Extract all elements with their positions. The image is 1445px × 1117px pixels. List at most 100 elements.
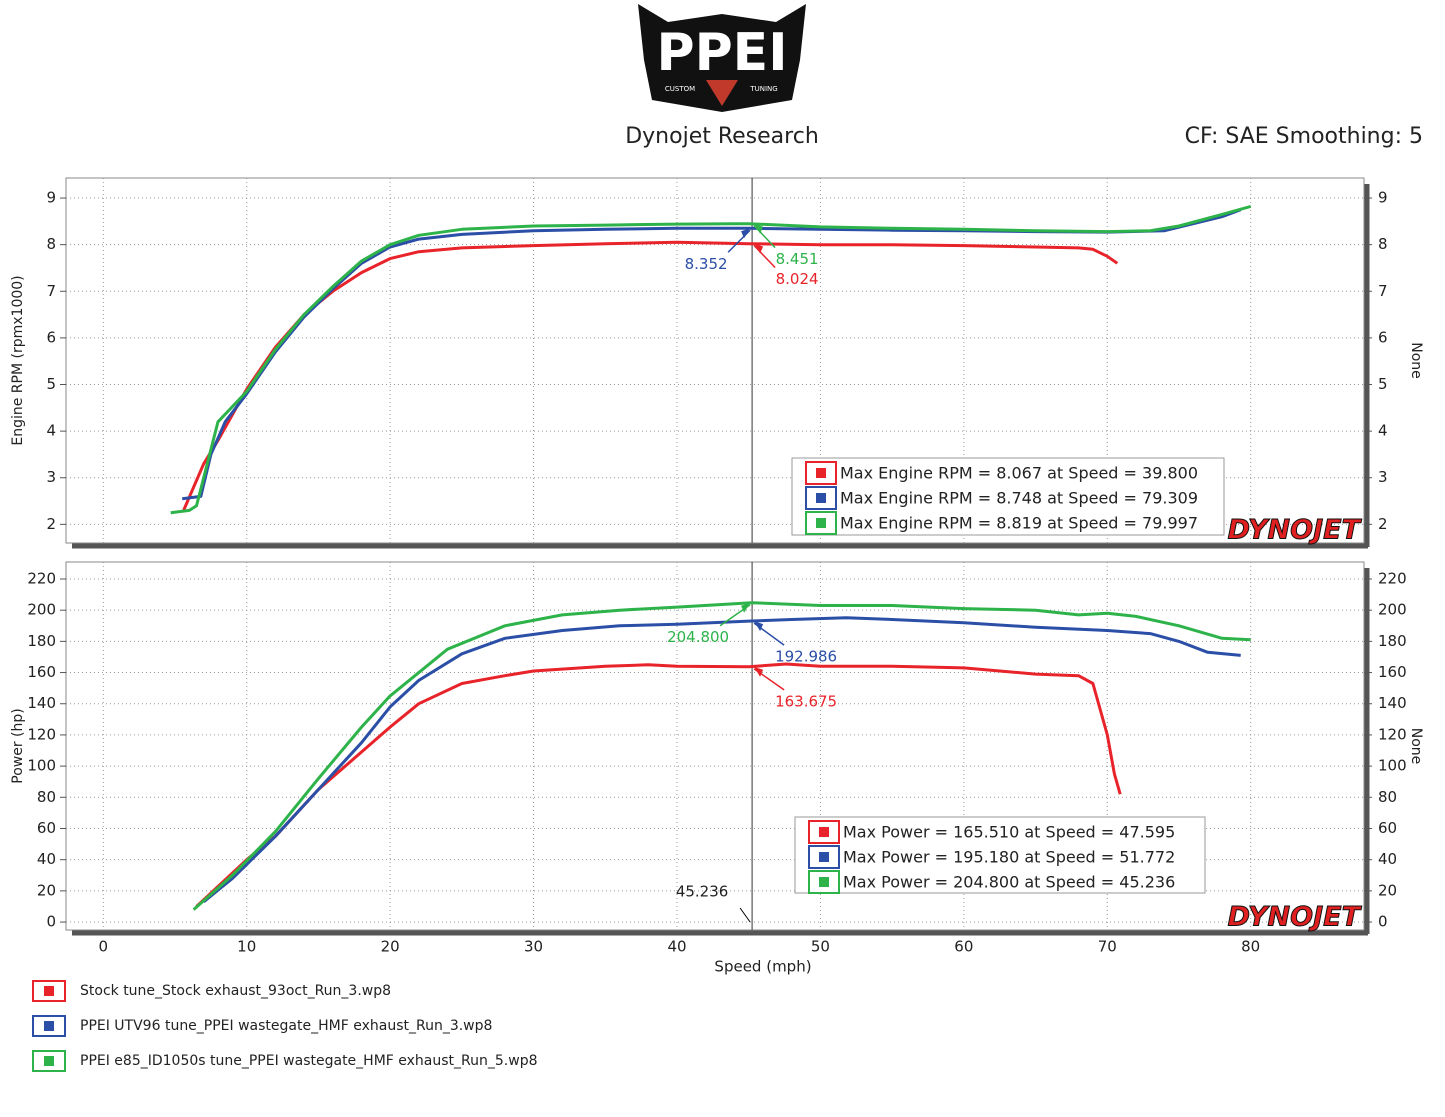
- y2-tick-label: 9: [1378, 189, 1388, 207]
- y-tick-label: 220: [27, 569, 56, 587]
- y-tick-label: 160: [27, 663, 56, 681]
- y2-tick-label: 120: [1378, 725, 1407, 743]
- series-line: [170, 204, 1252, 515]
- y2-tick-label: 200: [1378, 601, 1407, 619]
- y-tick-label: 8: [46, 235, 56, 253]
- watermark: DYNOJET: [1228, 902, 1363, 933]
- legend-icon: [44, 1021, 54, 1031]
- y-tick-label: 180: [27, 632, 56, 650]
- y-tick-label: 60: [37, 819, 56, 837]
- stats-text: Max Engine RPM = 8.067 at Speed = 39.800: [840, 464, 1198, 483]
- settings: CF: SAE Smoothing: 5: [1185, 124, 1423, 149]
- y2-tick-label: 0: [1378, 913, 1388, 931]
- stats-box: [791, 457, 1225, 536]
- series-line: [202, 616, 1241, 903]
- y2-tick-label: 160: [1378, 663, 1407, 681]
- y-tick-label: 140: [27, 694, 56, 712]
- y-tick-label: 100: [27, 757, 56, 775]
- legend-icon: [44, 986, 54, 996]
- series-line: [195, 662, 1122, 908]
- stats-text: Max Power = 165.510 at Speed = 47.595: [843, 823, 1175, 842]
- y2-tick-label: 3: [1378, 468, 1388, 486]
- annotation-label: 8.451: [776, 250, 819, 268]
- logo: PPEI CUSTOM TUNING: [638, 4, 806, 112]
- logo-right: TUNING: [749, 85, 777, 93]
- y-tick-label: 9: [46, 189, 56, 207]
- y2-tick-label: 220: [1378, 569, 1407, 587]
- stats-icon: [819, 852, 829, 862]
- y-tick-label: 5: [46, 375, 56, 393]
- y-axis-label: Power (hp): [10, 708, 26, 783]
- y-tick-label: 80: [37, 788, 56, 806]
- x-tick-label: 30: [524, 938, 543, 956]
- y-tick-label: 120: [27, 725, 56, 743]
- annotation-arrowhead: [741, 228, 751, 239]
- stats-text: Max Power = 195.180 at Speed = 51.772: [843, 848, 1175, 867]
- stats-text: Max Engine RPM = 8.819 at Speed = 79.997: [840, 514, 1198, 533]
- y2-tick-label: 80: [1378, 788, 1397, 806]
- x-tick-label: 0: [99, 938, 109, 956]
- y2-tick-label: 140: [1378, 694, 1407, 712]
- y-tick-label: 2: [46, 515, 56, 533]
- y-tick-label: 40: [37, 850, 56, 868]
- y2-tick-label: 8: [1378, 235, 1388, 253]
- legend-label: Stock tune_Stock exhaust_93oct_Run_3.wp8: [80, 983, 391, 999]
- y2-tick-label: 2: [1378, 515, 1388, 533]
- annotation-label: 204.800: [667, 628, 729, 646]
- legend-icon: [44, 1056, 54, 1066]
- y-tick-label: 3: [46, 468, 56, 486]
- y2-tick-label: 180: [1378, 632, 1407, 650]
- y2-tick-label: 5: [1378, 375, 1388, 393]
- cursor-arrow: [739, 907, 751, 923]
- series-line: [192, 601, 1251, 911]
- x-tick-label: 40: [667, 938, 686, 956]
- stats-text: Max Power = 204.800 at Speed = 45.236: [843, 873, 1175, 892]
- cursor-label: 45.236: [676, 883, 729, 901]
- annotation-arrowhead: [741, 602, 751, 613]
- stats-box: [794, 816, 1206, 894]
- annotation-label: 192.986: [775, 648, 837, 666]
- logo-left: CUSTOM: [665, 85, 695, 93]
- y2-axis-label: None: [1408, 342, 1424, 379]
- stats-icon: [816, 518, 826, 528]
- y-tick-label: 0: [46, 913, 56, 931]
- y2-tick-label: 20: [1378, 881, 1397, 899]
- y-tick-label: 20: [37, 881, 56, 899]
- stats-icon: [819, 877, 829, 887]
- y-tick-label: 6: [46, 328, 56, 346]
- y2-axis-label: None: [1408, 728, 1424, 765]
- y-tick-label: 200: [27, 601, 56, 619]
- y-axis-label: Engine RPM (rpmx1000): [10, 275, 26, 445]
- annotation-arrowhead: [754, 223, 764, 234]
- title: Dynojet Research: [625, 124, 819, 149]
- y2-tick-label: 6: [1378, 328, 1388, 346]
- legend-label: PPEI UTV96 tune_PPEI wastegate_HMF exhau…: [80, 1018, 492, 1034]
- y-tick-label: 4: [46, 422, 56, 440]
- stats-icon: [816, 468, 826, 478]
- annotation-label: 8.352: [685, 255, 728, 273]
- stats-icon: [816, 493, 826, 503]
- stats-icon: [819, 827, 829, 837]
- y2-tick-label: 40: [1378, 850, 1397, 868]
- y2-tick-label: 4: [1378, 422, 1388, 440]
- annotation-arrowhead: [754, 666, 764, 677]
- annotation-arrowhead: [754, 243, 764, 254]
- x-tick-label: 70: [1098, 938, 1117, 956]
- x-tick-label: 80: [1241, 938, 1260, 956]
- logo-text: PPEI: [656, 23, 787, 83]
- watermark: DYNOJET: [1228, 515, 1363, 546]
- annotation-label: 8.024: [776, 270, 819, 288]
- y-tick-label: 7: [46, 282, 56, 300]
- y2-tick-label: 7: [1378, 282, 1388, 300]
- x-tick-label: 50: [811, 938, 830, 956]
- y2-tick-label: 100: [1378, 757, 1407, 775]
- y2-tick-label: 60: [1378, 819, 1397, 837]
- x-tick-label: 60: [954, 938, 973, 956]
- annotation-arrowhead: [754, 621, 764, 632]
- x-tick-label: 20: [381, 938, 400, 956]
- annotation-label: 163.675: [775, 692, 837, 710]
- stats-text: Max Engine RPM = 8.748 at Speed = 79.309: [840, 489, 1198, 508]
- x-axis-label: Speed (mph): [714, 958, 811, 976]
- x-tick-label: 10: [237, 938, 256, 956]
